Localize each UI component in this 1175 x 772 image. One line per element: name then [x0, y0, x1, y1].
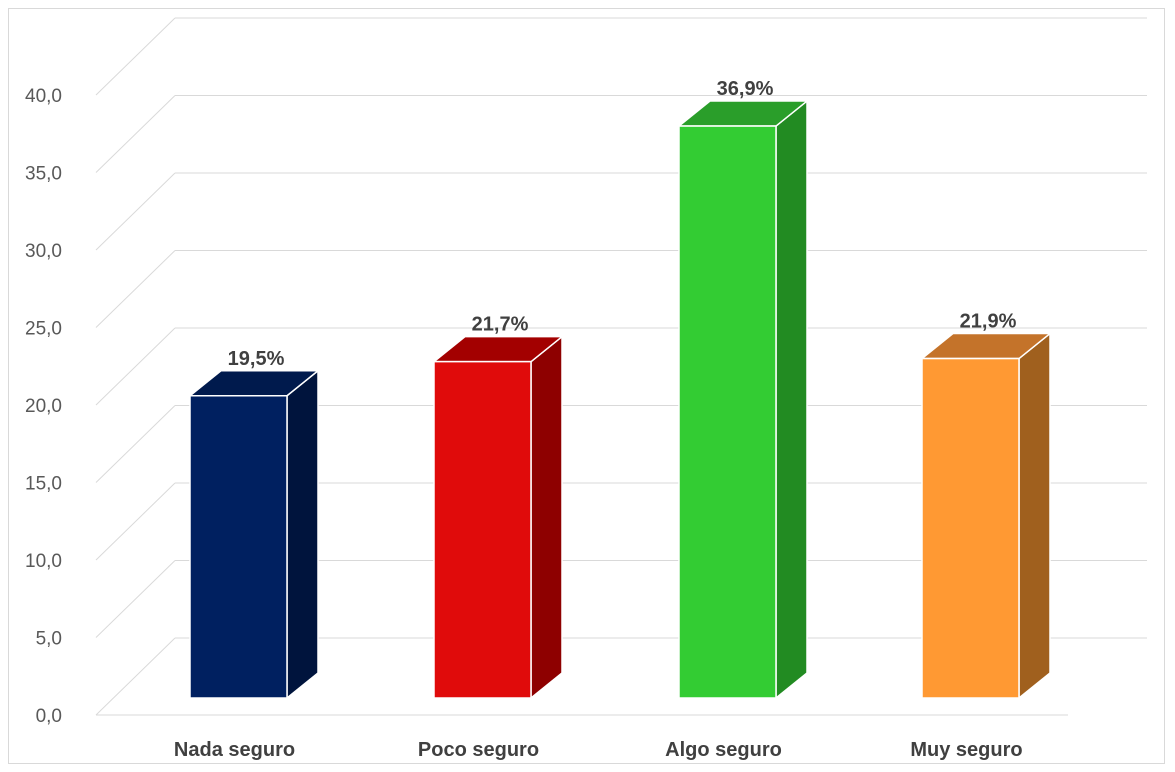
- y-tick-label: 35,0: [25, 164, 62, 185]
- y-tick-label: 10,0: [25, 551, 62, 572]
- data-label: 36,9%: [717, 78, 774, 100]
- gridline-diagonal: [95, 17, 176, 96]
- data-labels: 19,5% 21,7% 36,9% 21,9%: [228, 78, 1017, 370]
- x-tick-label: Poco seguro: [418, 739, 539, 761]
- bar-muy-seguro: [919, 331, 1053, 700]
- gridline-diagonal: [95, 250, 176, 328]
- gridline-diagonal: [95, 482, 176, 561]
- bar-side: [1018, 331, 1051, 700]
- bar-front: [433, 360, 532, 699]
- y-tick-label: 15,0: [25, 474, 62, 495]
- y-tick-label: 5,0: [36, 629, 62, 650]
- data-label: 19,5%: [228, 348, 285, 370]
- data-label: 21,7%: [472, 314, 529, 336]
- x-tick-label: Algo seguro: [665, 739, 782, 761]
- bar-poco-seguro: [431, 335, 565, 700]
- x-axis-ticks: Nada seguro Poco seguro Algo seguro Muy seg…: [174, 739, 1023, 761]
- x-tick-label: Muy seguro: [910, 739, 1022, 761]
- bar-side: [775, 99, 808, 700]
- y-tick-label: 0,0: [36, 706, 62, 727]
- bar-nada-seguro: [187, 369, 321, 700]
- data-label: 21,9%: [960, 311, 1017, 333]
- y-axis-ticks: 0,0 5,0 10,0 15,0 20,0 25,0 30,0 35,0 40,0: [25, 86, 62, 727]
- bar-algo-seguro: [676, 99, 810, 700]
- y-tick-label: 20,0: [25, 396, 62, 417]
- bar-front: [921, 357, 1020, 699]
- gridline-diagonal: [95, 172, 176, 251]
- x-tick-label: Nada seguro: [174, 739, 295, 761]
- bar-side: [286, 369, 319, 700]
- gridline-diagonal: [95, 95, 176, 173]
- y-tick-label: 40,0: [25, 86, 62, 107]
- bars: [187, 99, 1053, 700]
- y-tick-label: 25,0: [25, 319, 62, 340]
- bar-front: [189, 395, 288, 699]
- bar-side: [530, 335, 563, 700]
- gridline-diagonal: [95, 405, 176, 483]
- y-tick-label: 30,0: [25, 241, 62, 262]
- gridline-diagonal: [95, 327, 176, 406]
- bar-front: [678, 125, 777, 699]
- gridline-diagonal: [95, 637, 176, 716]
- gridline-diagonal: [95, 560, 176, 638]
